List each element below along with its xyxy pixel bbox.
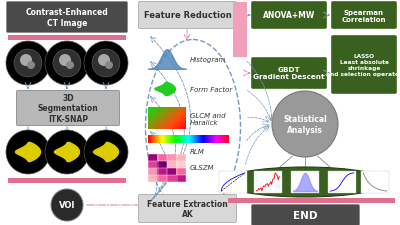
Circle shape	[14, 50, 42, 78]
Ellipse shape	[222, 167, 388, 197]
Text: GLSZM: GLSZM	[190, 164, 214, 170]
Text: GBDT
Gradient Descent: GBDT Gradient Descent	[253, 67, 325, 80]
Text: Feature Reduction: Feature Reduction	[144, 11, 231, 20]
Circle shape	[27, 62, 35, 70]
Circle shape	[6, 130, 50, 174]
Bar	[233, 3, 247, 58]
Circle shape	[105, 62, 113, 70]
FancyBboxPatch shape	[138, 2, 236, 29]
FancyBboxPatch shape	[332, 2, 396, 29]
Bar	[228, 198, 395, 203]
FancyBboxPatch shape	[252, 205, 360, 225]
Text: ANOVA+MW: ANOVA+MW	[263, 11, 315, 20]
Circle shape	[45, 130, 89, 174]
Bar	[291, 171, 319, 193]
Text: Form Factor: Form Factor	[190, 87, 232, 93]
Polygon shape	[94, 143, 118, 162]
Text: RLM: RLM	[190, 148, 205, 154]
Circle shape	[59, 55, 71, 67]
Polygon shape	[54, 143, 80, 162]
Circle shape	[272, 92, 338, 157]
FancyBboxPatch shape	[16, 91, 120, 126]
FancyBboxPatch shape	[252, 2, 326, 29]
Text: VOI: VOI	[59, 201, 75, 209]
Bar	[8, 36, 126, 41]
Text: LASSO
Least absolute
shrinkage
and selection operator: LASSO Least absolute shrinkage and selec…	[326, 54, 400, 76]
Text: Feature Extraction
AK: Feature Extraction AK	[147, 199, 228, 218]
FancyBboxPatch shape	[252, 58, 326, 89]
Polygon shape	[16, 143, 40, 162]
Circle shape	[84, 42, 128, 86]
Circle shape	[53, 50, 81, 78]
FancyBboxPatch shape	[6, 2, 128, 33]
Circle shape	[66, 62, 74, 70]
Circle shape	[98, 55, 110, 67]
Text: Statistical
Analysis: Statistical Analysis	[283, 115, 327, 134]
Bar	[8, 178, 126, 183]
Circle shape	[45, 42, 89, 86]
Text: END: END	[293, 210, 318, 220]
Circle shape	[20, 55, 32, 67]
Polygon shape	[155, 83, 175, 96]
FancyBboxPatch shape	[138, 195, 236, 223]
Circle shape	[92, 50, 120, 78]
Bar	[361, 171, 389, 193]
Text: Spearman
Correlation: Spearman Correlation	[342, 9, 386, 22]
Circle shape	[6, 42, 50, 86]
Bar	[219, 171, 247, 193]
Text: GLCM and
Haralick: GLCM and Haralick	[190, 113, 226, 126]
Bar	[328, 171, 356, 193]
Circle shape	[84, 130, 128, 174]
Circle shape	[51, 189, 83, 221]
Bar	[254, 171, 282, 193]
Text: Histogram: Histogram	[190, 57, 226, 63]
Text: Contrast-Enhanced
CT Image: Contrast-Enhanced CT Image	[26, 8, 108, 28]
Text: 3D
Segmentation
ITK-SNAP: 3D Segmentation ITK-SNAP	[38, 94, 98, 123]
FancyBboxPatch shape	[332, 36, 396, 94]
